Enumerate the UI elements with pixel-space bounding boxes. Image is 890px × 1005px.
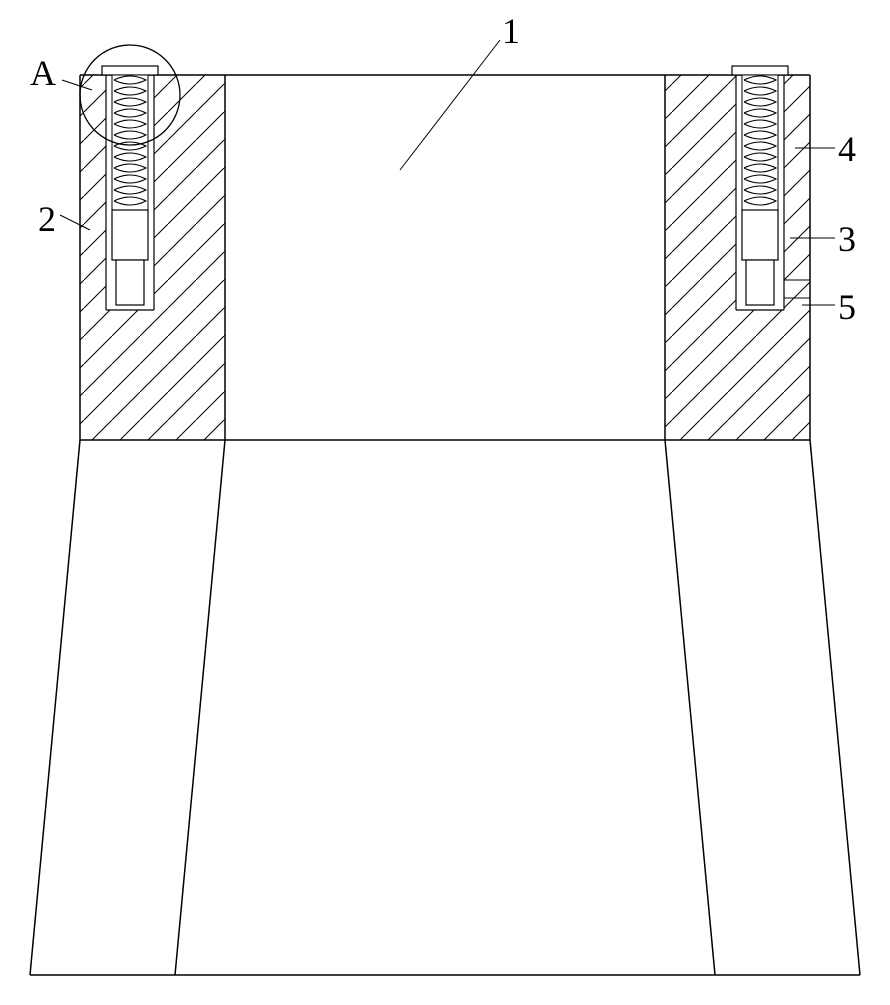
label-4: 4 <box>838 128 856 170</box>
right-fastener <box>732 66 788 305</box>
label-2: 2 <box>38 198 56 240</box>
technical-drawing: 1 2 3 4 5 A <box>0 0 890 1000</box>
left-wall-hatch <box>80 75 225 440</box>
label-5: 5 <box>838 286 856 328</box>
left-fastener <box>102 66 158 305</box>
label-3: 3 <box>838 218 856 260</box>
label-A: A <box>30 52 56 94</box>
right-wall-hatch <box>665 75 810 440</box>
lower-body <box>30 440 860 975</box>
label-1: 1 <box>502 10 520 52</box>
